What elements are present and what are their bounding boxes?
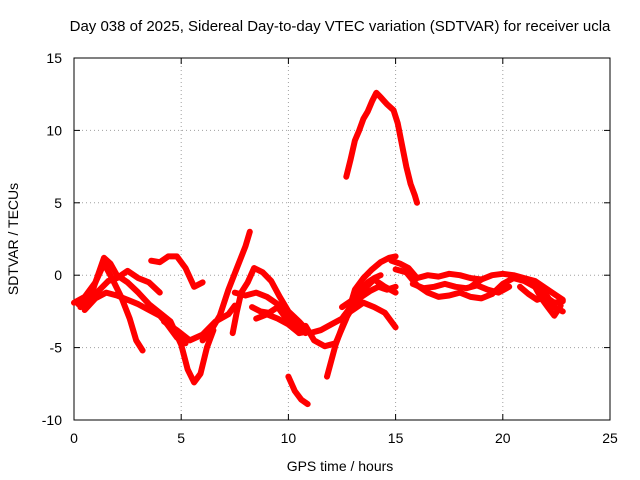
series-arc-17 — [343, 89, 420, 206]
y-tick-label: -5 — [50, 340, 63, 356]
series-arc-05 — [148, 253, 206, 290]
y-axis-label: SDTVAR / TECUs — [5, 183, 21, 295]
grid-lines — [74, 58, 610, 420]
series-arc-03 — [75, 267, 163, 308]
x-tick-label: 20 — [495, 430, 511, 446]
series-arc-13 — [302, 253, 399, 350]
series-arc-02 — [77, 254, 217, 386]
series-arc-24 — [517, 283, 566, 306]
plot-frame — [73, 57, 611, 421]
y-tick-label: 15 — [46, 50, 62, 66]
x-axis-label: GPS time / hours — [287, 458, 394, 474]
series-arc-15 — [339, 276, 399, 311]
y-tick-label: 0 — [54, 267, 62, 283]
series-arc-18 — [388, 257, 485, 283]
series-arc-09 — [231, 289, 309, 337]
x-tick-label: 15 — [388, 430, 404, 446]
series-arc-11 — [253, 311, 311, 337]
data-series — [71, 89, 566, 408]
axis-ticks: 0 5 10 15 20 25 -10 -5 0 5 10 15 — [42, 50, 618, 446]
series-arc-23 — [521, 276, 564, 319]
series-arc-16 — [341, 299, 399, 331]
chart-title: Day 038 of 2025, Sidereal Day-to-day VTE… — [70, 18, 611, 35]
y-tick-label: -10 — [42, 412, 62, 428]
series-arc-14 — [324, 283, 399, 380]
y-tick-label: 5 — [54, 195, 62, 211]
x-tick-label: 25 — [602, 430, 618, 446]
x-tick-label: 5 — [177, 430, 185, 446]
series-arc-06 — [161, 302, 238, 344]
series-arc-12 — [285, 373, 311, 408]
x-tick-label: 10 — [281, 430, 297, 446]
series-arc-19 — [392, 266, 496, 302]
y-tick-label: 10 — [46, 122, 62, 138]
series-arc-07 — [199, 228, 253, 344]
x-tick-label: 0 — [70, 430, 78, 446]
